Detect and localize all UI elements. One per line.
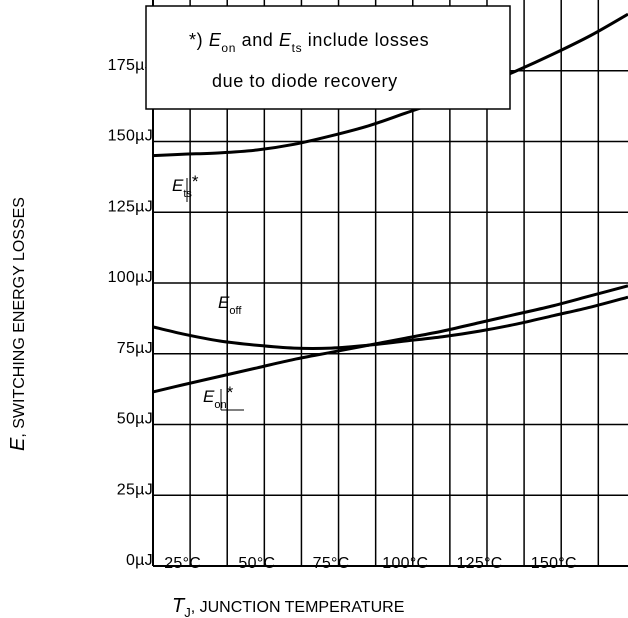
annotation-note: *) Eon and Ets include losses due to dio…	[145, 5, 511, 110]
svg-text:*) Eon and Ets include losses: *) Eon and Ets include losses	[189, 30, 429, 55]
svg-text:Ets*: Ets*	[172, 172, 199, 200]
x-tick-label: 100°C	[382, 555, 428, 572]
y-tick-label: 125µJ	[108, 198, 153, 215]
x-tick-label: 50°C	[238, 555, 275, 572]
svg-text:Eoff: Eoff	[218, 293, 242, 317]
x-tick-label: 150°C	[531, 555, 577, 572]
x-axis-label: TJ, JUNCTION TEMPERATURE	[172, 595, 404, 618]
series-curves	[152, 12, 628, 394]
y-tick-label: 75µJ	[117, 340, 153, 357]
svg-text:due to diode recovery: due to diode recovery	[212, 71, 398, 91]
label-eoff: Eoff	[218, 293, 242, 317]
y-tick-label: 25µJ	[117, 481, 153, 498]
y-axis-label: E, SWITCHING ENERGY LOSSES	[7, 197, 29, 451]
y-tick-label: 0µJ	[126, 552, 153, 569]
x-tick-label: 125°C	[456, 555, 502, 572]
label-ets: Ets*	[172, 172, 199, 202]
y-tick-label: 100µJ	[108, 269, 153, 286]
y-tick-labels: 0µJ 25µJ 50µJ 75µJ 100µJ 125µJ 150µJ 175µJ	[108, 57, 153, 569]
y-tick-label: 150µJ	[108, 128, 153, 145]
series-line-ets	[152, 12, 628, 158]
y-tick-label: 50µJ	[117, 411, 153, 428]
x-tick-label: 25°C	[164, 555, 201, 572]
y-tick-label: 175µJ	[108, 57, 153, 74]
x-tick-labels: 25°C 50°C 75°C 100°C 125°C 150°C	[164, 555, 577, 572]
x-tick-label: 75°C	[313, 555, 350, 572]
label-eon: Eon*	[203, 383, 244, 411]
series-line-eon	[152, 284, 628, 394]
svg-text:Eon*: Eon*	[203, 383, 234, 411]
